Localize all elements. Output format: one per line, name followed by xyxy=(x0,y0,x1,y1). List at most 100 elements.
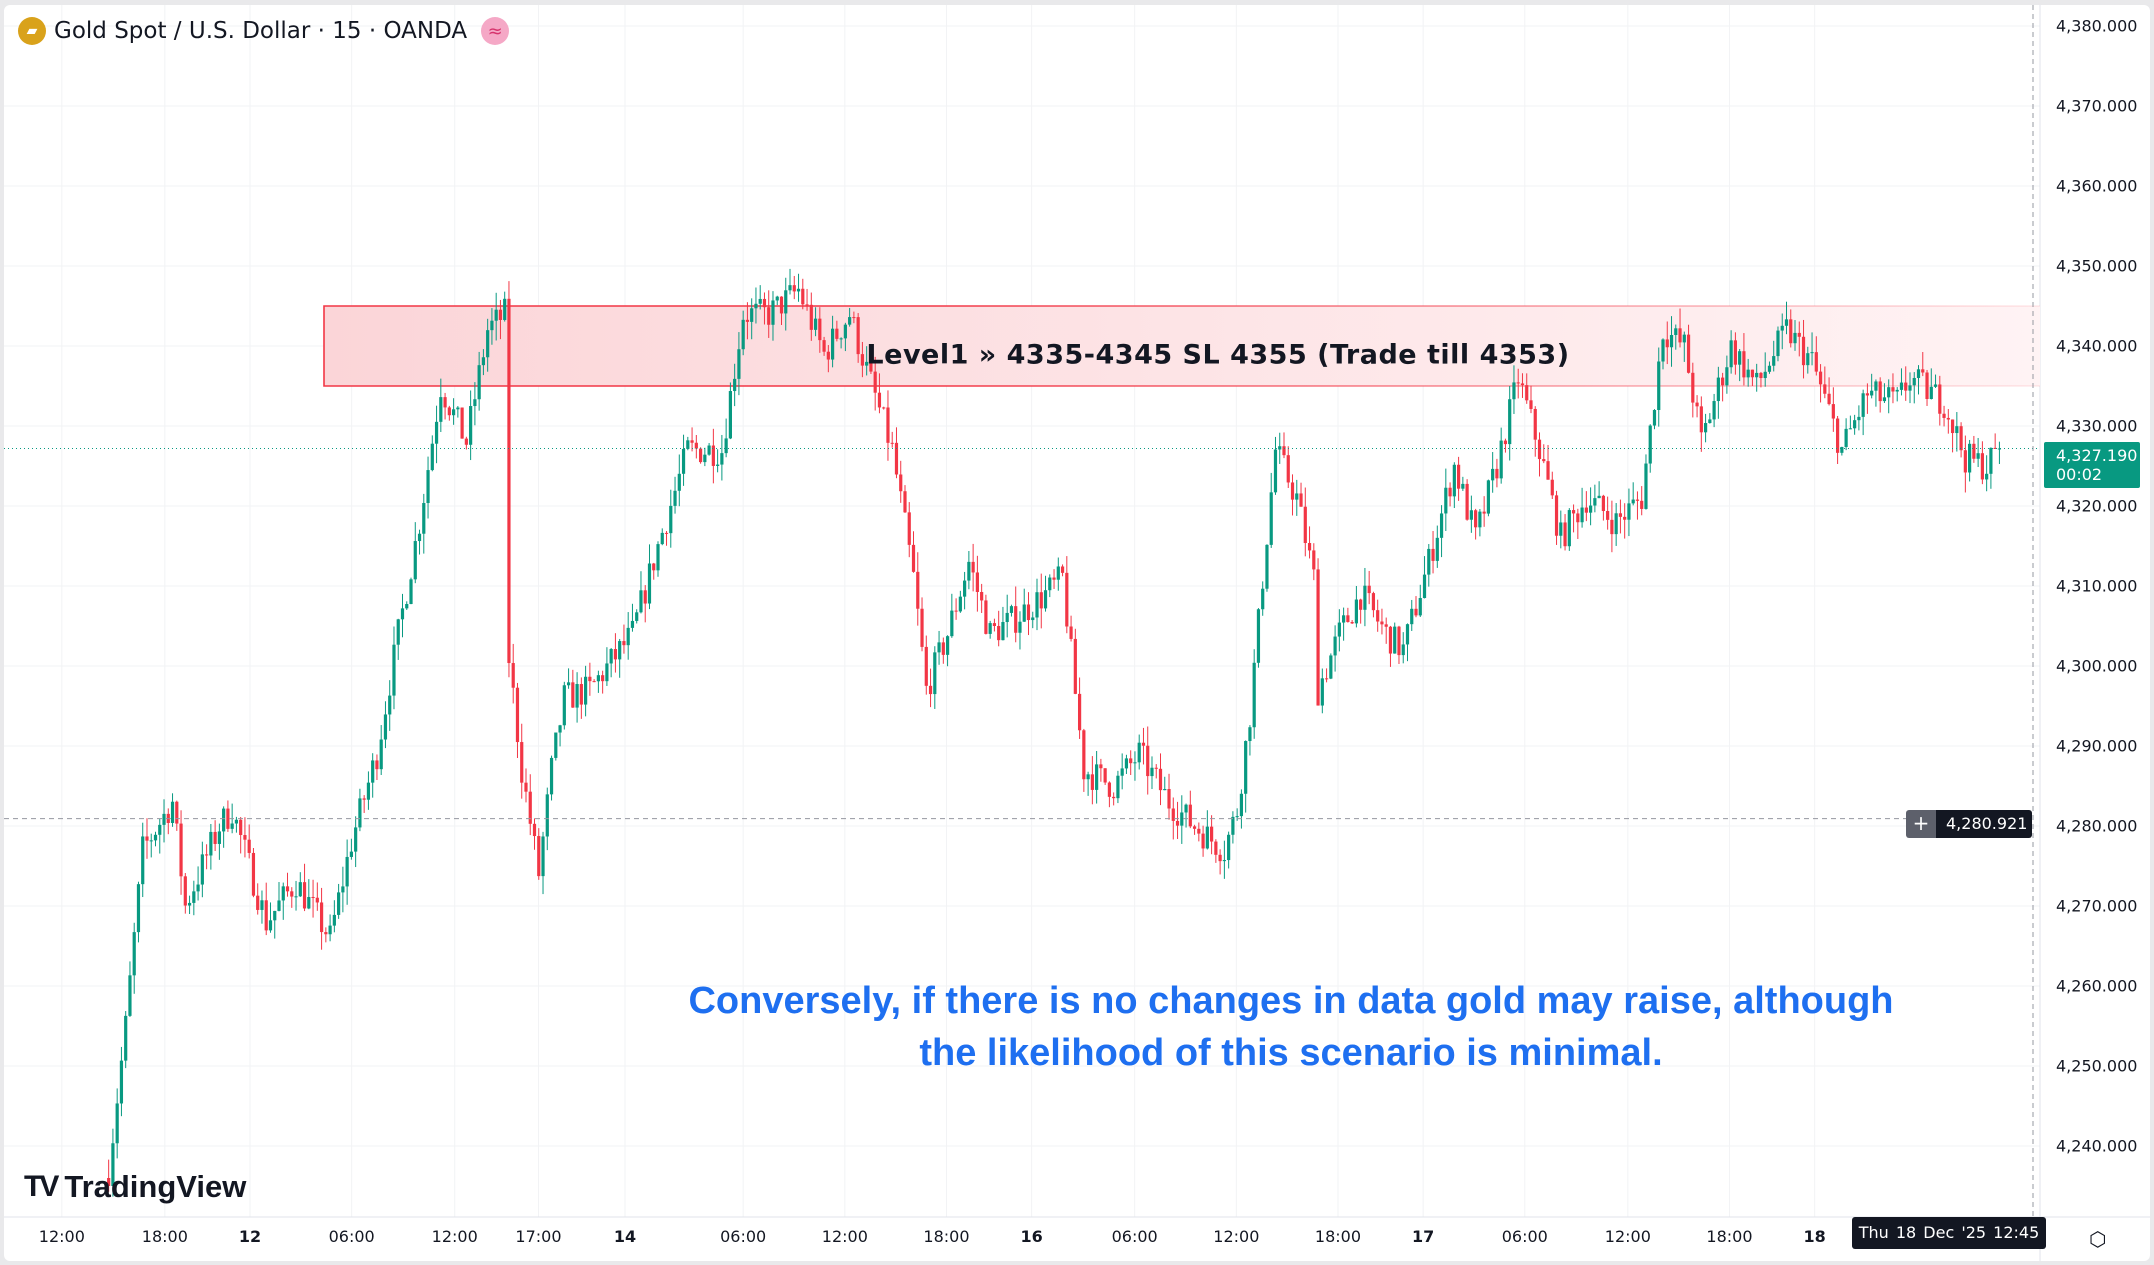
candle-down xyxy=(1073,638,1077,694)
candle-up xyxy=(158,824,162,835)
candle-up xyxy=(136,884,141,933)
candle-up xyxy=(1009,606,1014,613)
candle-down xyxy=(145,836,149,841)
candle-up xyxy=(1031,617,1035,621)
candle-down xyxy=(818,318,822,341)
candle-down xyxy=(1950,419,1955,434)
price-tick-label: 4,290.000 xyxy=(2056,736,2138,756)
time-tick-label: 06:00 xyxy=(1501,1227,1548,1246)
chart-frame[interactable]: ▰ Gold Spot / U.S. Dollar · 15 · OANDA ≈… xyxy=(4,5,2150,1261)
candle-up xyxy=(1682,334,1686,343)
candle-down xyxy=(1601,495,1605,512)
candle-up xyxy=(426,470,430,504)
candle-down xyxy=(1112,796,1116,799)
chart-canvas[interactable] xyxy=(4,5,2150,1261)
candle-down xyxy=(1448,487,1452,497)
candle-down xyxy=(1158,768,1163,791)
candle-down xyxy=(779,296,784,314)
candle-down xyxy=(592,681,596,683)
add-plus-icon[interactable]: + xyxy=(1906,810,1936,838)
candle-down xyxy=(1324,678,1329,680)
candle-down xyxy=(1129,758,1133,764)
candle-up xyxy=(1265,544,1269,589)
candle-up xyxy=(541,836,545,877)
candle-up xyxy=(268,920,273,931)
candle-down xyxy=(226,808,230,829)
candle-up xyxy=(1205,826,1209,849)
candle-down xyxy=(1942,413,1946,418)
candle-up xyxy=(196,884,200,892)
candle-up xyxy=(1435,537,1439,561)
annotation-line-2: the likelihood of this scenario is minim… xyxy=(919,1032,1663,1074)
candle-up xyxy=(609,649,613,664)
zone-label[interactable]: Level1 » 4335-4345 SL 4355 (Trade till 4… xyxy=(866,339,1570,371)
candle-down xyxy=(975,572,979,593)
candle-down xyxy=(894,442,899,475)
candle-up xyxy=(575,684,579,708)
candle-up xyxy=(1499,440,1503,479)
candle-up xyxy=(473,399,477,407)
candle-up xyxy=(354,827,358,852)
candle-down xyxy=(1618,513,1623,517)
candle-up xyxy=(669,505,673,534)
candle-down xyxy=(882,407,886,409)
candle-up xyxy=(1933,384,1938,387)
candle-down xyxy=(690,440,694,443)
candle-down xyxy=(515,687,520,743)
time-tick-label: 16 xyxy=(1020,1227,1043,1246)
candle-down xyxy=(907,512,911,545)
current-price-label: 4,327.190 00:02 xyxy=(2044,442,2140,488)
candle-up xyxy=(1882,397,1887,402)
candle-up xyxy=(788,285,792,291)
candle-up xyxy=(1989,447,1993,474)
candle-up xyxy=(1363,585,1367,610)
tradingview-logo[interactable]: TV TradingView xyxy=(24,1169,246,1205)
candle-down xyxy=(251,852,256,896)
candle-up xyxy=(1861,393,1865,417)
candle-down xyxy=(1282,446,1286,456)
candle-down xyxy=(1640,500,1644,509)
candle-down xyxy=(920,608,924,647)
candle-down xyxy=(1891,387,1895,392)
candle-down xyxy=(1635,499,1640,501)
time-tick-label: 06:00 xyxy=(328,1227,375,1246)
candle-up xyxy=(153,834,158,841)
candle-down xyxy=(375,760,379,770)
candle-down xyxy=(1789,319,1793,344)
candle-up xyxy=(200,854,204,885)
candle-up xyxy=(1248,727,1252,742)
candle-down xyxy=(1286,455,1290,483)
candle-up xyxy=(1912,377,1916,386)
candle-down xyxy=(1691,372,1695,403)
candle-up xyxy=(707,445,711,455)
annotation-line-1: Conversely, if there is no changes in da… xyxy=(688,980,1894,1022)
candle-down xyxy=(443,397,447,408)
candle-up xyxy=(1422,574,1427,599)
annotation-text[interactable]: Conversely, if there is no changes in da… xyxy=(688,975,1893,1079)
candle-down xyxy=(971,561,975,573)
approx-icon[interactable]: ≈ xyxy=(481,17,510,45)
candle-up xyxy=(1043,590,1048,609)
candle-down xyxy=(447,407,451,416)
candle-down xyxy=(1993,447,1997,449)
candle-up xyxy=(141,836,145,885)
candle-down xyxy=(1550,479,1554,496)
candle-down xyxy=(247,839,251,853)
time-tick-label: 18:00 xyxy=(141,1227,188,1246)
candle-down xyxy=(601,675,605,682)
candle-down xyxy=(1546,461,1550,480)
candle-down xyxy=(1052,577,1056,580)
symbol-header[interactable]: ▰ Gold Spot / U.S. Dollar · 15 · OANDA ≈ xyxy=(18,17,510,45)
candle-up xyxy=(405,604,409,609)
candle-down xyxy=(886,407,890,443)
candle-down xyxy=(762,298,767,308)
candle-up xyxy=(933,652,937,695)
candle-up xyxy=(1278,446,1282,450)
candle-up xyxy=(1239,793,1244,817)
candle-up xyxy=(737,349,741,379)
price-tick-label: 4,330.000 xyxy=(2056,416,2138,436)
candle-up xyxy=(1048,577,1052,591)
candle-down xyxy=(856,317,860,355)
candle-down xyxy=(1090,774,1094,790)
settings-icon[interactable]: ⬡ xyxy=(2089,1227,2107,1251)
